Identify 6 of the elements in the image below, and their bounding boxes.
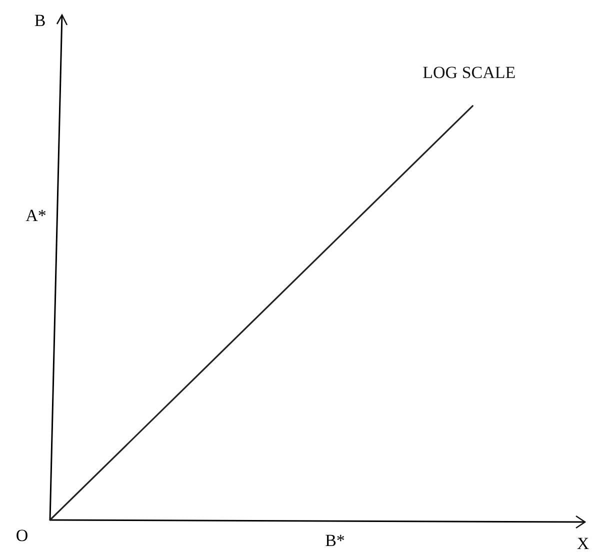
- y-axis-title: B: [34, 11, 46, 30]
- text: O: [16, 526, 28, 545]
- annotation: A*: [26, 206, 46, 225]
- text: B*: [325, 531, 345, 550]
- x-axis-title: X: [576, 534, 590, 553]
- series-label: LOG SCALE: [422, 62, 516, 82]
